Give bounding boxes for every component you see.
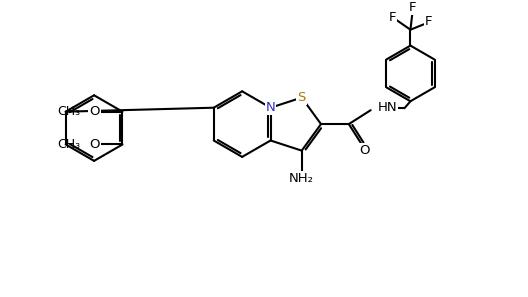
Text: F: F — [389, 11, 397, 24]
Text: S: S — [298, 91, 306, 104]
Text: F: F — [425, 15, 432, 28]
Text: CH₃: CH₃ — [58, 105, 81, 118]
Text: HN: HN — [378, 101, 397, 114]
Text: O: O — [360, 144, 370, 157]
Text: O: O — [89, 138, 100, 151]
Text: O: O — [89, 105, 100, 118]
Text: CH₃: CH₃ — [58, 138, 81, 151]
Text: NH₂: NH₂ — [289, 172, 314, 185]
Text: N: N — [266, 101, 276, 114]
Text: F: F — [409, 1, 416, 14]
